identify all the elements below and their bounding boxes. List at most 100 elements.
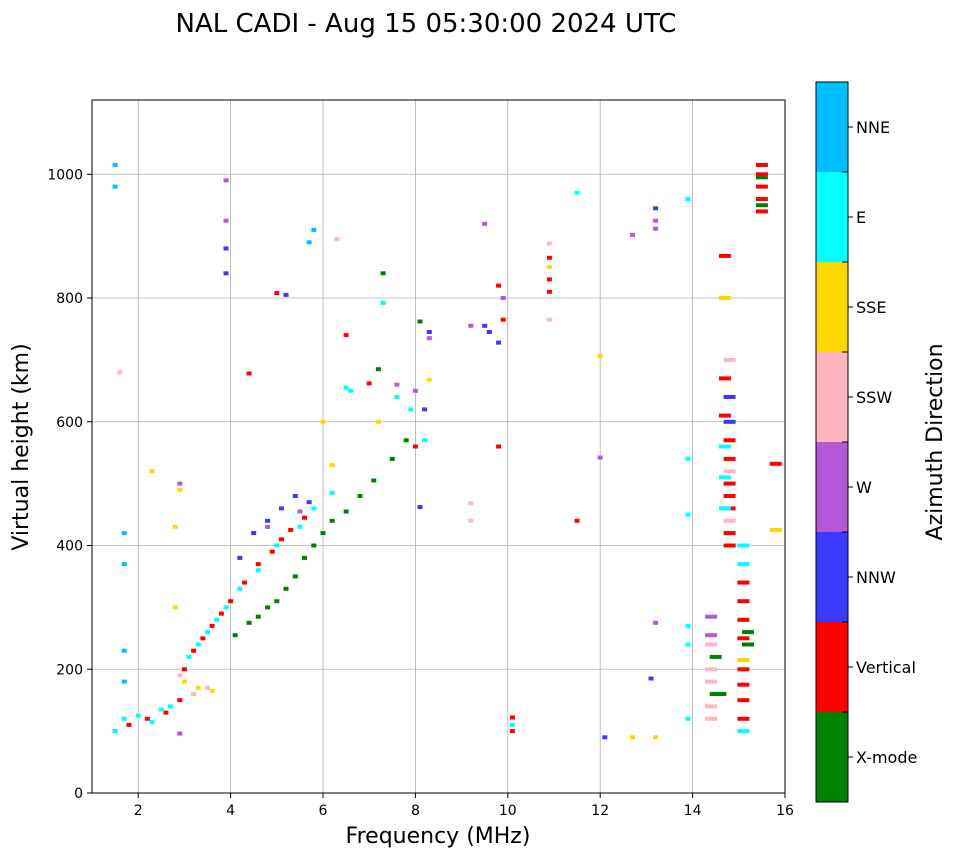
grid-lines [92,100,785,793]
echo-point-sse [737,658,750,662]
echo-point-w [177,481,183,486]
echo-point-x-mode [357,494,363,498]
x-tick-label: 10 [499,803,517,819]
y-tick-label: 800 [56,291,83,307]
echo-point-vertical [723,456,736,461]
echo-point-nnw [426,330,432,334]
x-tick-label: 4 [226,803,235,819]
echo-point-e [509,722,515,727]
echo-point-x-mode [292,574,298,579]
echo-point-vertical [343,333,349,338]
echo-point-vertical [755,197,768,201]
echo-point-x-mode [403,438,409,443]
echo-point-e [237,586,243,591]
colorbar-segment [816,712,848,802]
echo-point-e [737,543,750,548]
echo-point-nne [121,679,127,684]
echo-point-vertical [755,163,768,167]
echo-point-sse [718,296,731,300]
echo-point-ssw [723,469,736,474]
echo-point-vertical [718,413,731,418]
echo-point-vertical [737,682,750,687]
y-tick-label: 0 [74,786,83,802]
x-tick-label: 6 [319,803,328,819]
echo-point-sse [426,377,432,382]
echo-point-x-mode [274,599,280,604]
echo-point-vertical [500,317,506,322]
y-tick-label: 1000 [47,167,83,183]
echo-point-x-mode [232,633,238,638]
colorbar-segment [816,622,848,712]
echo-point-vertical [509,729,515,734]
echo-point-vertical [509,715,515,720]
echo-point-vertical [546,289,552,294]
echo-point-vertical [228,599,234,604]
echo-point-vertical [246,371,252,376]
echo-point-sse [546,265,552,270]
echo-point-x-mode [709,654,722,659]
echo-point-w [482,221,488,226]
echo-point-vertical [288,528,294,532]
echo-point-nne [311,227,317,232]
echo-point-x-mode [265,605,271,610]
echo-point-ssw [546,317,552,322]
echo-point-w [394,382,400,387]
colorbar-category-label: E [856,208,866,227]
echo-point-vertical [737,580,750,585]
echo-point-w [630,232,635,237]
echo-point-vertical [269,549,275,554]
echo-point-vertical [718,253,731,258]
echo-point-nnw [602,735,608,740]
echo-point-nnw [417,505,423,510]
echo-point-nne [112,163,118,167]
x-axis-label: Frequency (MHz) [346,824,531,849]
echo-point-vertical [723,481,736,486]
echo-point-w [500,296,506,300]
x-tick-label: 8 [411,803,420,819]
echo-point-ssw [723,518,736,523]
echo-point-w [705,614,718,619]
echo-point-nnw [223,271,229,276]
echo-point-vertical [723,494,736,498]
echo-point-ssw [723,357,736,362]
echo-point-e [149,719,155,724]
echo-point-sse [195,685,201,690]
echo-point-ssw [177,673,183,678]
echo-point-vertical [274,291,280,296]
echo-point-sse [149,469,155,474]
echo-point-vertical [496,444,502,449]
echo-point-vertical [200,636,206,641]
echo-point-e [168,704,173,709]
echo-point-x-mode [371,478,377,483]
echo-point-sse [630,735,635,740]
echo-point-x-mode [302,555,307,560]
echo-point-e [574,190,580,195]
colorbar-category-label: Vertical [856,658,916,677]
echo-point-ssw [705,716,718,721]
echo-point-e [205,630,210,635]
colorbar-category-label: SSE [856,298,886,317]
echo-point-e [380,300,386,305]
echo-point-nnw [251,531,257,536]
echo-point-e [112,729,118,734]
echo-point-nnw [723,395,736,399]
echo-point-w [412,388,418,393]
colorbar-category-label: X-mode [856,748,917,767]
echo-point-e [135,713,141,718]
echo-point-nnw [237,555,243,560]
echo-point-ssw [705,679,718,684]
colorbar-segment [816,82,848,172]
echo-point-vertical [163,710,169,715]
echo-point-e [158,707,164,712]
echo-point-e [255,568,261,573]
echo-point-w [297,509,303,514]
echo-point-x-mode [755,175,768,180]
echo-point-ssw [468,501,474,506]
echo-point-e [718,444,731,449]
echo-point-e [214,617,220,622]
echo-point-w [177,731,183,736]
colorbar-category-label: SSW [856,388,892,407]
echo-point-x-mode [742,642,754,647]
echo-point-e [348,388,354,393]
